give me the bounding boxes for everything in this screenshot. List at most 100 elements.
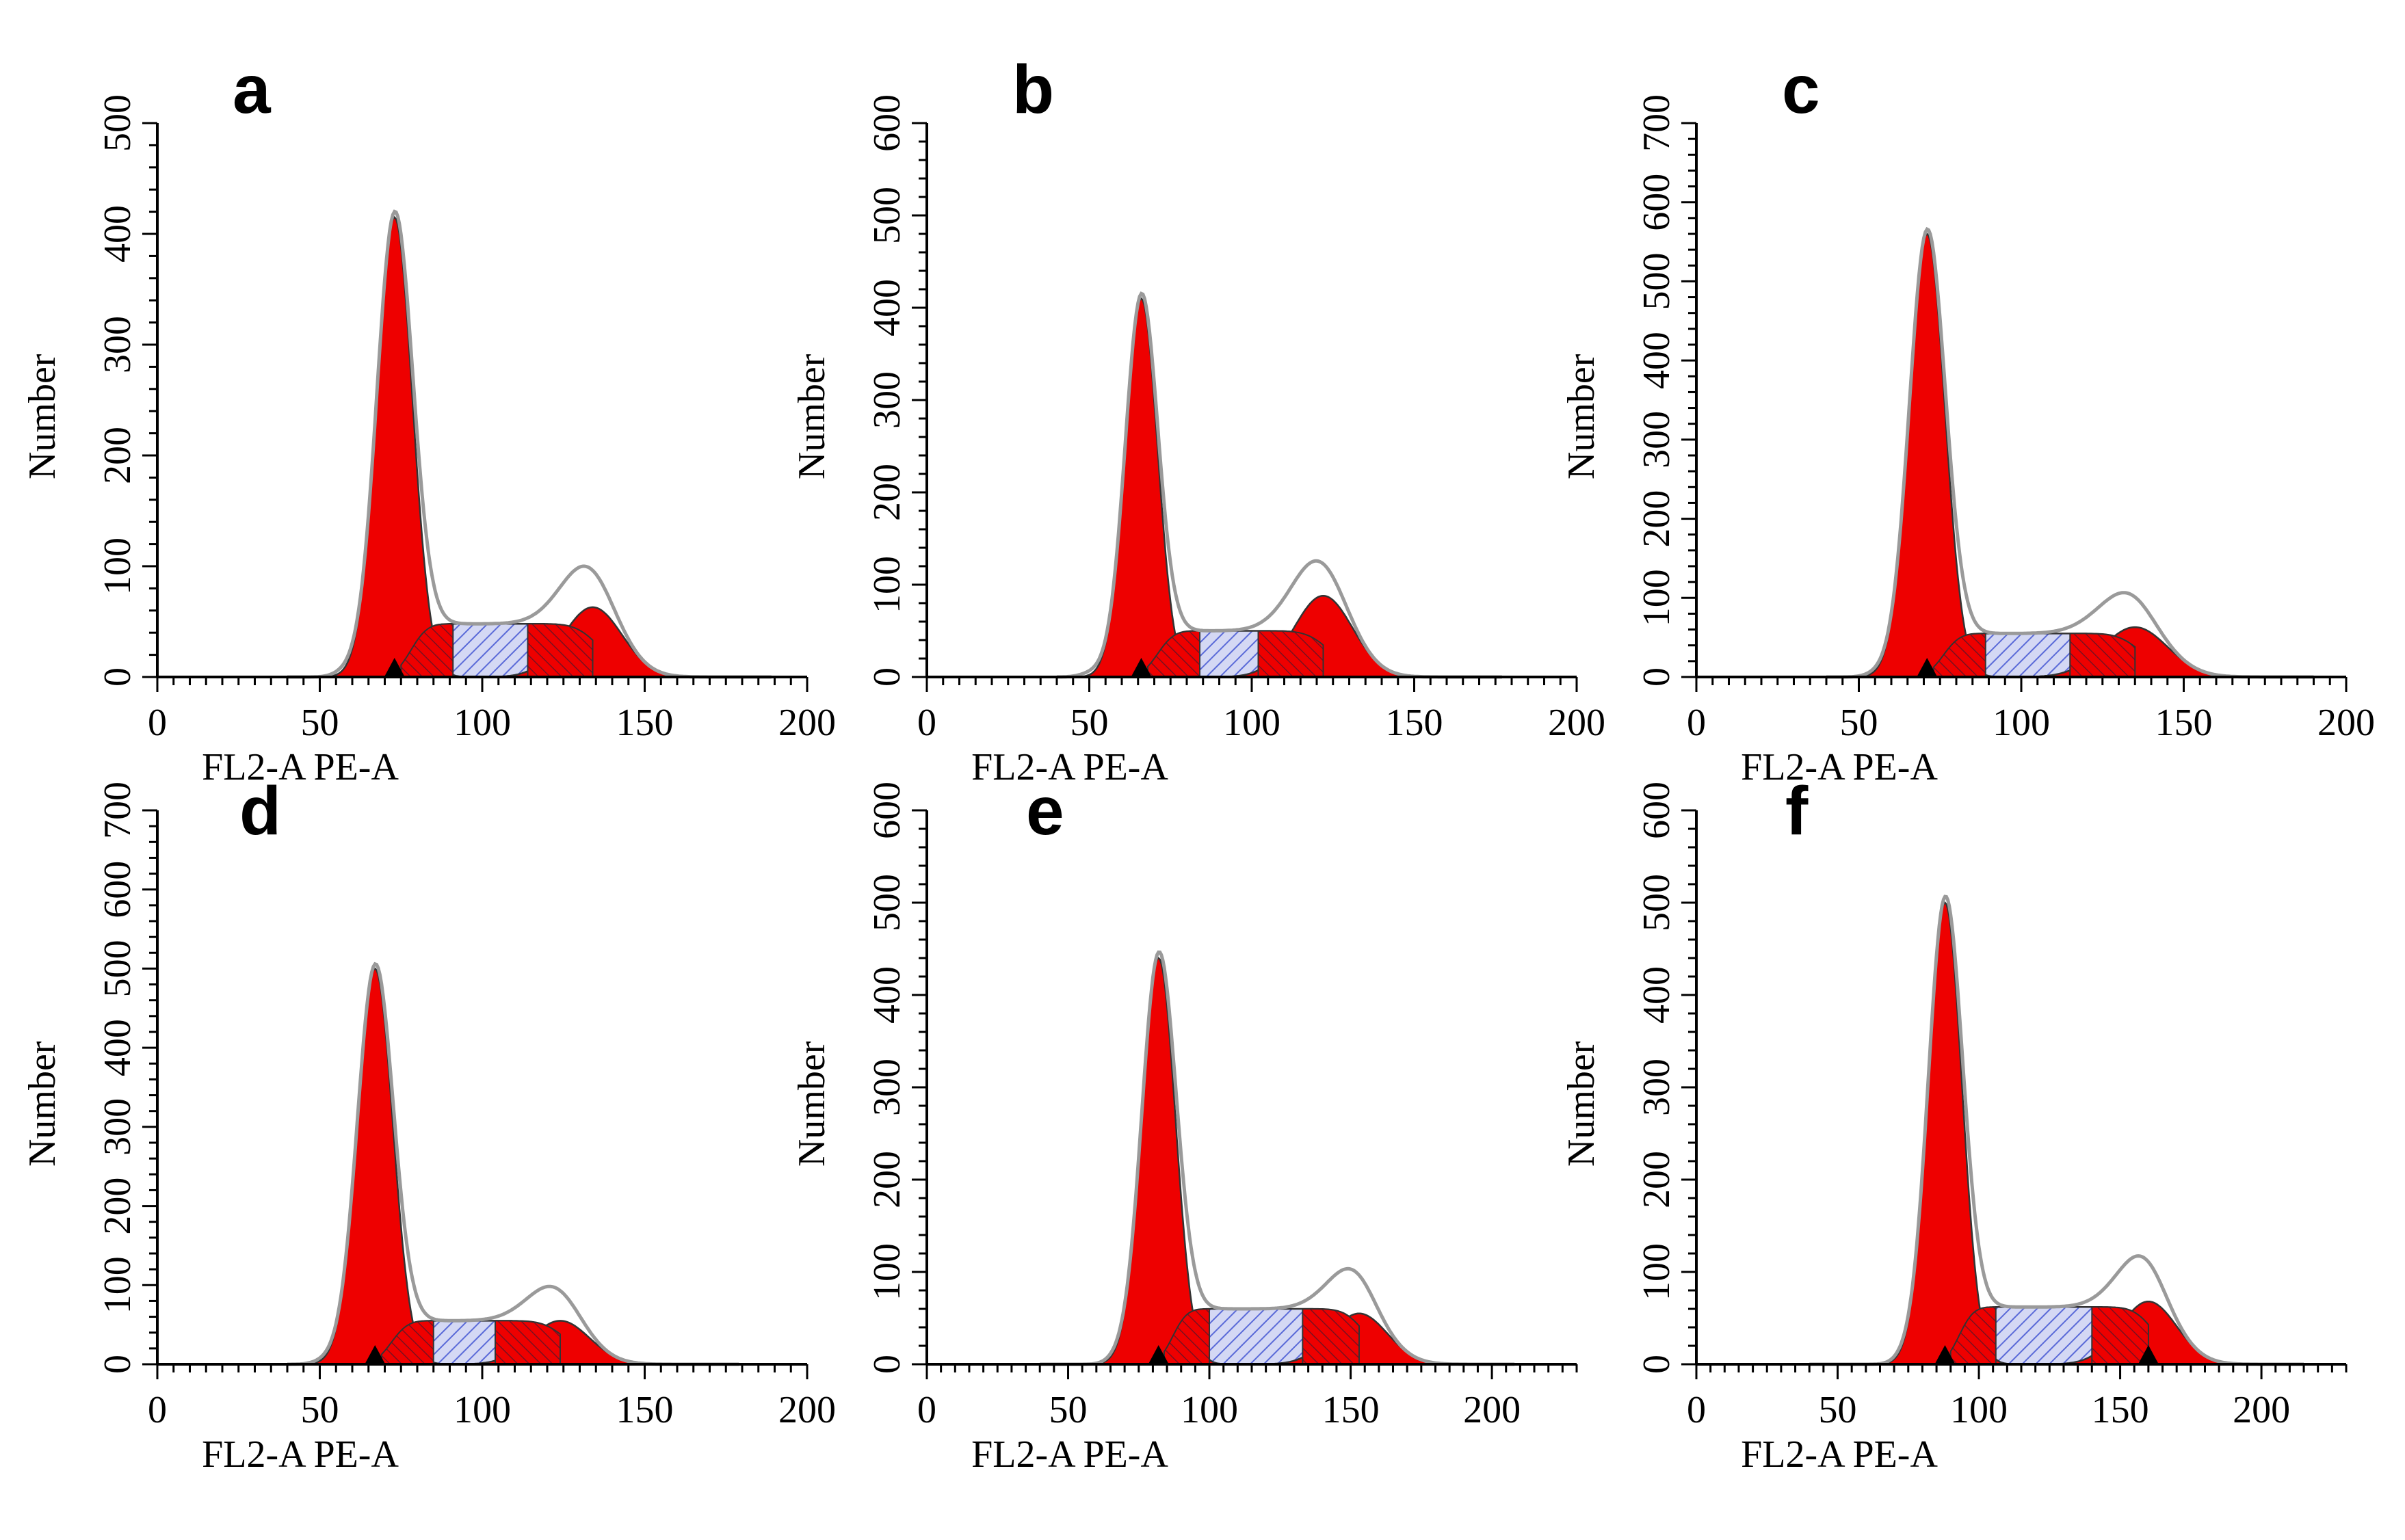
y-tick-label: 300 [96, 1098, 139, 1156]
y-axis-title: Number [21, 354, 64, 479]
peak-marker [2138, 1345, 2158, 1363]
g2-overlap-hatch [1302, 1308, 1361, 1365]
x-tick-label: 100 [454, 1389, 511, 1431]
x-tick-label: 0 [1687, 1389, 1706, 1431]
x-tick-label: 200 [2317, 702, 2375, 744]
x-axis-title: FL2-A PE-A [1741, 1433, 1938, 1476]
y-tick-label: 0 [1635, 1355, 1678, 1374]
y-tick-label: 100 [866, 1243, 908, 1301]
g1-peak-area [293, 967, 456, 1366]
y-tick-label: 400 [1635, 332, 1678, 389]
y-tick-label: 300 [1635, 1059, 1678, 1116]
panel-letter: d [239, 773, 281, 849]
x-axis-title: FL2-A PE-A [971, 746, 1168, 788]
peak-marker [365, 1345, 385, 1363]
y-tick-label: 0 [96, 667, 139, 687]
y-tick-label: 400 [96, 1019, 139, 1076]
y-tick-label: 100 [96, 1256, 139, 1314]
x-tick-label: 100 [1223, 702, 1280, 744]
y-tick-label: 400 [1635, 966, 1678, 1024]
peak-marker [1148, 1345, 1168, 1363]
x-tick-label: 150 [1322, 1389, 1380, 1431]
x-axis-title: FL2-A PE-A [1741, 746, 1938, 788]
chart-panel-d: 0 50 100 150 200 0 100 200 300 400 500 600 700 FL2-A … [21, 773, 836, 1476]
x-tick-label: 150 [616, 702, 674, 744]
y-tick-label: 400 [866, 966, 908, 1024]
x-tick-label: 50 [301, 1389, 339, 1431]
y-axis-title: Number [791, 354, 833, 479]
x-tick-label: 50 [1070, 702, 1109, 744]
x-tick-label: 150 [1386, 702, 1443, 744]
x-tick-label: 50 [1819, 1389, 1857, 1431]
x-axis-title: FL2-A PE-A [202, 746, 399, 788]
g2-overlap-hatch [1257, 630, 1324, 678]
peak-marker [384, 658, 404, 676]
x-tick-label: 200 [2233, 1389, 2290, 1431]
y-tick-label: 100 [96, 537, 139, 595]
y-axis-title: Number [1560, 1041, 1603, 1167]
y-tick-label: 200 [96, 1178, 139, 1235]
g1-overlap-hatch [380, 1320, 434, 1365]
y-tick-label: 300 [866, 1059, 908, 1116]
g2-overlap-hatch [2091, 1306, 2149, 1365]
y-tick-label: 500 [96, 94, 139, 152]
y-tick-label: 100 [866, 556, 908, 613]
x-axis-title: FL2-A PE-A [971, 1433, 1168, 1476]
y-tick-label: 200 [1635, 490, 1678, 548]
x-tick-label: 100 [454, 702, 511, 744]
y-tick-label: 0 [96, 1355, 139, 1374]
y-axis-title: Number [1560, 354, 1603, 479]
y-tick-label: 400 [96, 205, 139, 263]
x-tick-label: 200 [778, 1389, 836, 1431]
y-tick-label: 700 [96, 782, 139, 839]
y-tick-label: 100 [1635, 569, 1678, 626]
x-tick-label: 0 [1687, 702, 1706, 744]
x-axis-title: FL2-A PE-A [202, 1433, 399, 1476]
fit-envelope-line [287, 209, 772, 679]
panel-letter: a [233, 51, 272, 128]
g2-overlap-hatch [527, 623, 594, 678]
x-tick-label: 200 [778, 702, 836, 744]
panel-letter: b [1012, 51, 1054, 128]
y-tick-label: 500 [1635, 252, 1678, 310]
x-tick-label: 100 [1950, 1389, 2008, 1431]
panel-letter: e [1026, 773, 1064, 849]
y-tick-label: 500 [96, 940, 139, 997]
x-tick-label: 200 [1548, 702, 1605, 744]
panel-letter: c [1782, 51, 1820, 128]
g1-overlap-hatch [1163, 1307, 1211, 1365]
y-tick-label: 600 [1635, 782, 1678, 839]
g1-peak-area [1060, 297, 1223, 678]
peak-marker [1131, 658, 1151, 676]
y-tick-label: 100 [1635, 1243, 1678, 1301]
y-tick-label: 0 [866, 667, 908, 687]
x-tick-label: 200 [1463, 1389, 1521, 1431]
y-axis-title: Number [21, 1041, 64, 1167]
chart-panel-e: 0 50 100 150 200 0 100 200 300 400 500 600 FL2-A PE-… [791, 773, 1578, 1476]
y-tick-label: 700 [1635, 94, 1678, 152]
x-tick-label: 0 [148, 1389, 167, 1431]
y-tick-label: 300 [866, 371, 908, 429]
chart-panel-f: 0 50 100 150 200 0 100 200 300 400 500 600 FL2-A PE-… [1560, 773, 2348, 1476]
y-tick-label: 300 [1635, 411, 1678, 468]
g1-overlap-hatch [1949, 1306, 1997, 1365]
y-tick-label: 200 [866, 1151, 908, 1208]
y-tick-label: 500 [866, 187, 908, 244]
x-tick-label: 50 [1049, 1389, 1088, 1431]
x-tick-label: 0 [148, 702, 167, 744]
y-tick-label: 600 [866, 782, 908, 839]
y-tick-label: 0 [1635, 667, 1678, 687]
peak-marker [1917, 658, 1937, 676]
x-tick-label: 0 [917, 1389, 936, 1431]
y-tick-label: 200 [1635, 1151, 1678, 1208]
x-tick-label: 50 [301, 702, 339, 744]
y-tick-label: 600 [1635, 174, 1678, 231]
g1-peak-area [1845, 233, 2008, 678]
x-tick-label: 100 [1993, 702, 2050, 744]
g2-overlap-hatch [2069, 633, 2136, 678]
y-tick-label: 0 [866, 1355, 908, 1374]
chart-panel-c: 0 50 100 150 200 0 100 200 300 400 500 600 700 FL2-A … [1560, 51, 2375, 788]
x-tick-label: 100 [1181, 1389, 1238, 1431]
